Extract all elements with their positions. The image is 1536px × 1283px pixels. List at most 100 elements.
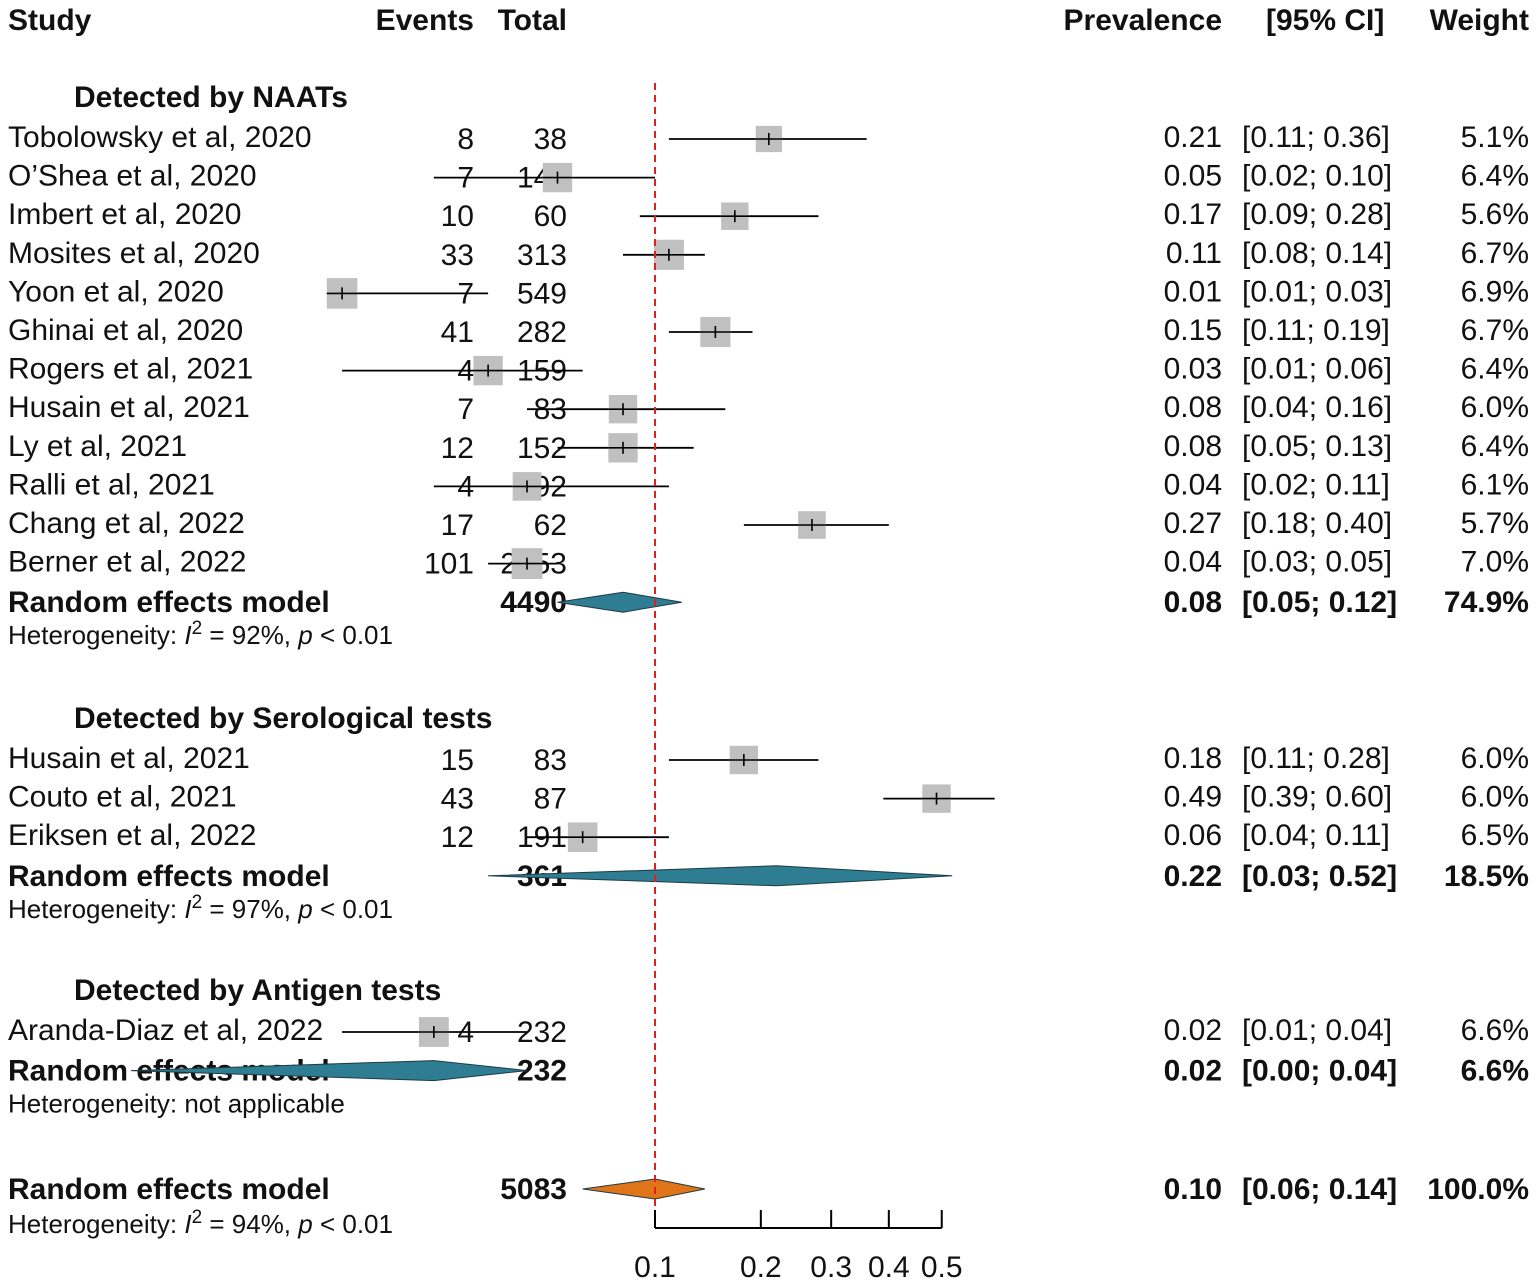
subgroup-3-study-1-estimate: 0.02 (1164, 1014, 1222, 1047)
subgroup-1-study-7-ci: [0.01; 0.06] (1242, 353, 1392, 386)
subgroup-2-study-2-events: 43 (441, 783, 474, 816)
subgroup-1-study-11-weight: 5.7% (1461, 507, 1529, 540)
subgroup-1-study-6-estimate: 0.15 (1164, 314, 1222, 347)
overall-model-ci: [0.06; 0.14] (1242, 1173, 1397, 1206)
subgroup-1-heterogeneity: Heterogeneity: I2 = 92%, p < 0.01 (8, 618, 393, 650)
subgroup-3-study-1-weight: 6.6% (1461, 1014, 1529, 1047)
subgroup-3-model-estimate: 0.02 (1164, 1055, 1222, 1088)
overall-heterogeneity: Heterogeneity: I2 = 94%, p < 0.01 (8, 1207, 393, 1239)
subgroup-2-study-2-total: 87 (534, 783, 567, 816)
subgroup-1-study-10-estimate: 0.04 (1164, 468, 1222, 501)
subgroup-1-model-ci: [0.05; 0.12] (1242, 586, 1397, 619)
subgroup-1-study-11-name: Chang et al, 2022 (8, 507, 245, 540)
subgroup-1-study-12-name: Berner et al, 2022 (8, 546, 247, 579)
subgroup-1-study-2-estimate: 0.05 (1164, 160, 1222, 193)
subgroup-3-study-1-ci: [0.01; 0.04] (1242, 1014, 1392, 1047)
subgroup-3-model-diamond (130, 1060, 528, 1082)
subgroup-1-study-5-total: 549 (517, 277, 567, 310)
subgroup-1-model-total: 4490 (500, 586, 567, 619)
subgroup-1-study-5-weight: 6.9% (1461, 275, 1529, 308)
subgroup-1-study-7-name: Rogers et al, 2021 (8, 353, 253, 386)
subgroup-1-model-diamond (557, 591, 682, 613)
header-study: Study (8, 4, 92, 37)
subgroup-1-study-1-ci: [0.11; 0.36] (1242, 121, 1390, 154)
header-ci: [95% CI] (1266, 4, 1384, 37)
subgroup-2-study-1-events: 15 (441, 744, 474, 777)
subgroup-1-study-3-events: 10 (441, 200, 474, 233)
subgroup-2-study-1-estimate: 0.18 (1164, 742, 1222, 775)
subgroup-2-study-3-weight: 6.5% (1461, 819, 1529, 852)
subgroup-1-study-4-events: 33 (441, 239, 474, 272)
subgroup-2-model-weight: 18.5% (1444, 860, 1529, 893)
subgroup-1-study-6-total: 282 (517, 316, 567, 349)
subgroup-1-study-9-weight: 6.4% (1461, 430, 1529, 463)
subgroup-1-study-7-weight: 6.4% (1461, 353, 1529, 386)
subgroup-1-model-weight: 74.9% (1444, 586, 1529, 619)
subgroup-1-study-8-ci: [0.04; 0.16] (1242, 391, 1392, 424)
x-tick-label-5: 0.5 (921, 1251, 963, 1283)
subgroup-1-study-10-name: Ralli et al, 2021 (8, 468, 215, 501)
subgroup-2-study-2-name: Couto et al, 2021 (8, 781, 237, 814)
subgroup-2-study-1-ci: [0.11; 0.28] (1242, 742, 1390, 775)
subgroup-1-study-9-name: Ly et al, 2021 (8, 430, 187, 463)
subgroup-3-study-1-name: Aranda-Diaz et al, 2022 (8, 1014, 323, 1047)
subgroup-1-study-11-ci: [0.18; 0.40] (1242, 507, 1392, 540)
subgroup-2-model-ci: [0.03; 0.52] (1242, 860, 1397, 893)
x-tick-label-1: 0.1 (634, 1251, 676, 1283)
subgroup-1-study-6-ci: [0.11; 0.19] (1242, 314, 1390, 347)
subgroup-3-model-ci: [0.00; 0.04] (1242, 1055, 1397, 1088)
subgroup-1-study-9-ci: [0.05; 0.13] (1242, 430, 1392, 463)
subgroup-1-study-12-weight: 7.0% (1461, 546, 1529, 579)
subgroup-1-study-1-estimate: 0.21 (1164, 121, 1222, 154)
subgroup-1-study-2-ci: [0.02; 0.10] (1242, 160, 1392, 193)
overall-model-estimate: 0.10 (1164, 1173, 1222, 1206)
subgroup-1-model-estimate: 0.08 (1164, 586, 1222, 619)
subgroup-1-study-8-name: Husain et al, 2021 (8, 391, 250, 424)
subgroup-1-study-12-events: 101 (424, 548, 474, 581)
subgroup-1-study-5-estimate: 0.01 (1164, 275, 1222, 308)
subgroup-2-title: Detected by Serological tests (74, 702, 492, 735)
subgroup-1-study-2-name: O’Shea et al, 2020 (8, 160, 257, 193)
subgroup-1-study-9-estimate: 0.08 (1164, 430, 1222, 463)
subgroup-1-study-4-total: 313 (517, 239, 567, 272)
subgroup-1-study-3-weight: 5.6% (1461, 198, 1529, 231)
subgroup-1-study-1-weight: 5.1% (1461, 121, 1529, 154)
subgroup-2-study-2-ci: [0.39; 0.60] (1242, 781, 1392, 814)
subgroup-1-study-6-events: 41 (441, 316, 474, 349)
subgroup-2-study-3-events: 12 (441, 821, 474, 854)
subgroup-2-study-1-name: Husain et al, 2021 (8, 742, 250, 775)
header-events: Events (376, 4, 474, 37)
subgroup-2-study-3-estimate: 0.06 (1164, 819, 1222, 852)
overall-model-name: Random effects model (8, 1173, 330, 1206)
subgroup-2-study-2-estimate: 0.49 (1164, 781, 1222, 814)
subgroup-1-study-11-total: 62 (534, 509, 567, 542)
subgroup-1-study-6-name: Ghinai et al, 2020 (8, 314, 243, 347)
subgroup-3-heterogeneity: Heterogeneity: not applicable (8, 1089, 345, 1119)
subgroup-1-study-9-events: 12 (441, 432, 474, 465)
subgroup-1-study-10-weight: 6.1% (1461, 468, 1529, 501)
subgroup-1-study-12-estimate: 0.04 (1164, 546, 1222, 579)
subgroup-3-title: Detected by Antigen tests (74, 974, 441, 1007)
subgroup-1-study-7-estimate: 0.03 (1164, 353, 1222, 386)
subgroup-1-study-1-events: 8 (457, 123, 474, 156)
subgroup-1-study-1-total: 38 (534, 123, 567, 156)
subgroup-1-model-name: Random effects model (8, 586, 330, 619)
subgroup-1-study-4-weight: 6.7% (1461, 237, 1529, 270)
overall-model-weight: 100.0% (1427, 1173, 1529, 1206)
subgroup-1-study-10-ci: [0.02; 0.11] (1242, 468, 1390, 501)
subgroup-1-study-11-events: 17 (441, 509, 474, 542)
subgroup-3-model-weight: 6.6% (1461, 1055, 1529, 1088)
subgroup-1-study-8-events: 7 (457, 393, 474, 426)
subgroup-2-model-diamond (488, 865, 953, 887)
subgroup-1-study-8-weight: 6.0% (1461, 391, 1529, 424)
subgroup-1-study-4-estimate: 0.11 (1166, 237, 1222, 270)
subgroup-1-study-3-name: Imbert et al, 2020 (8, 198, 241, 231)
subgroup-1-study-4-name: Mosites et al, 2020 (8, 237, 260, 270)
subgroup-1-study-1-name: Tobolowsky et al, 2020 (8, 121, 312, 154)
subgroup-1-study-12-ci: [0.03; 0.05] (1242, 546, 1392, 579)
overall-model-diamond (582, 1178, 705, 1200)
subgroup-1-study-3-ci: [0.09; 0.28] (1242, 198, 1392, 231)
subgroup-1-study-8-estimate: 0.08 (1164, 391, 1222, 424)
x-tick-label-3: 0.3 (810, 1251, 852, 1283)
